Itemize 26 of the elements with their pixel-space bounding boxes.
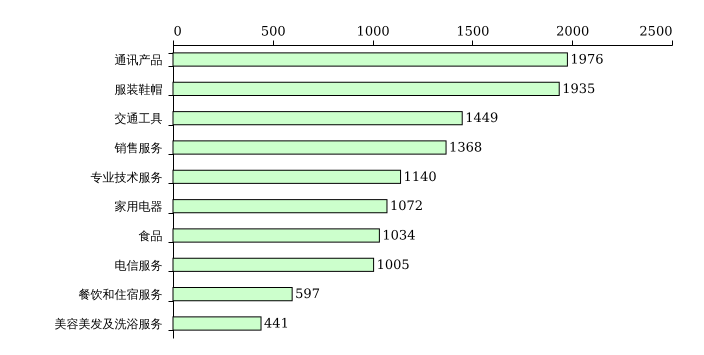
y-tick-label: 专业技术服务 [90,170,162,184]
data-label: 1935 [562,82,596,97]
y-tick-label: 电信服务 [114,258,162,272]
x-tick-label: 1500 [456,24,490,40]
data-label: 1368 [449,140,482,156]
data-label: 1449 [465,111,498,126]
data-label: 1140 [404,170,437,185]
data-label: 441 [264,316,289,332]
data-label: 1072 [390,199,424,214]
y-tick-label: 餐饮和住宿服务 [78,288,162,302]
x-tick-label: 0 [174,24,182,40]
y-tick-label: 服装鞋帽 [114,82,162,96]
y-tick-label: 家用电器 [114,200,162,214]
y-tick-label: 销售服务 [114,141,162,156]
y-tick-label: 美容美发及洗浴服务 [54,316,162,331]
data-label: 597 [295,287,320,302]
data-label: 1005 [376,258,410,273]
x-tick-label: 2500 [639,24,672,40]
x-tick-label: 2000 [556,24,590,40]
x-tick-label: 1000 [356,24,390,40]
y-tick-label: 通讯产品 [114,53,162,68]
data-label: 1034 [382,228,416,244]
data-label: 1976 [570,52,604,68]
y-tick-label: 交通工具 [114,112,162,126]
x-tick-label: 500 [260,24,286,40]
y-tick-label: 食品 [138,228,162,243]
